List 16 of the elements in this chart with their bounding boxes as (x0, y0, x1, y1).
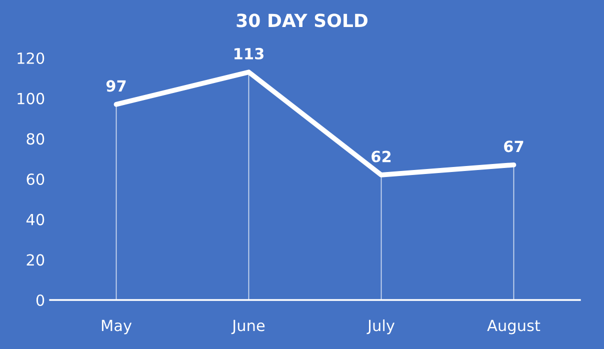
y-tick-label: 40 (26, 214, 44, 226)
x-tick-label: August (487, 320, 540, 334)
data-label: 113 (234, 48, 264, 60)
y-tick-label: 80 (26, 133, 44, 145)
data-label: 67 (504, 140, 524, 152)
data-label: 97 (106, 80, 126, 92)
y-tick-label: 20 (26, 254, 44, 266)
y-tick-label: 60 (26, 173, 44, 186)
y-tick-label: 120 (18, 52, 44, 64)
x-tick-label: July (366, 319, 395, 334)
y-tick-label: 100 (18, 92, 44, 104)
chart-title: 30 DAY SOLD (236, 14, 368, 28)
x-tick-label: May (102, 320, 132, 334)
data-label: 62 (372, 150, 391, 162)
y-tick-label: 0 (36, 294, 44, 306)
x-tick-label: June (231, 320, 265, 334)
